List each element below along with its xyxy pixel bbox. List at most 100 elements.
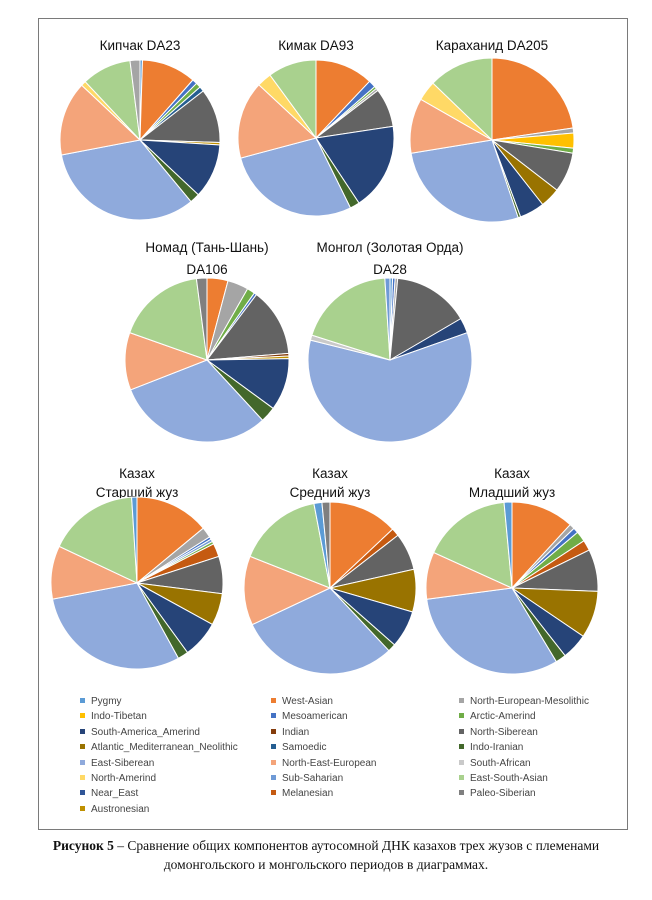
legend-item: Indo-Tibetan xyxy=(80,711,147,723)
caption-label: Рисунок 5 xyxy=(52,838,114,853)
legend-swatch xyxy=(271,728,276,734)
legend-swatch xyxy=(80,744,85,750)
pie-title: Казах xyxy=(119,466,155,481)
pie-slice xyxy=(410,139,519,223)
legend-item: Samoedic xyxy=(271,742,326,754)
pie-slice xyxy=(129,59,141,141)
legend-label: Indo-Tibetan xyxy=(91,711,147,723)
pie-charts-figure: Кипчак DA23 Кимак DA93 Караханид DA205 Нома… xyxy=(50,38,599,675)
pie-slice xyxy=(307,332,473,443)
legend-item: North-Amerind xyxy=(80,773,156,785)
legend-swatch xyxy=(271,759,276,765)
legend-swatch xyxy=(459,759,464,765)
pie-senior: Казах Старший жуз xyxy=(50,466,224,670)
legend-item: North-European-Mesolithic xyxy=(459,696,589,708)
pie-slice xyxy=(311,277,391,361)
legend-item: Sub-Saharian xyxy=(271,773,343,785)
legend-swatch xyxy=(80,775,85,780)
legend-swatch xyxy=(271,698,276,703)
figure-frame xyxy=(38,18,628,830)
pie-title: DA106 xyxy=(186,262,227,277)
pie-middle: Казах Средний жуз xyxy=(243,466,417,675)
pie-slice xyxy=(240,137,352,217)
pie-slice xyxy=(432,57,493,142)
legend-item: Atlantic_Mediterranean_Neolithic xyxy=(80,742,238,754)
pie-slice xyxy=(389,277,462,361)
legend-swatch xyxy=(459,698,464,703)
legend-item: Pygmy xyxy=(80,696,122,708)
pie-slice xyxy=(243,555,332,626)
pie-slice xyxy=(205,293,290,361)
legend-item: Austronesian xyxy=(80,804,149,816)
legend-item: Arctic-Amerind xyxy=(459,711,536,723)
legend-swatch xyxy=(271,713,276,719)
pie-title: Номад (Тань-Шань) xyxy=(145,240,268,255)
legend-label: Mesoamerican xyxy=(282,711,348,723)
pie-junior: Казах Младший жуз xyxy=(425,466,599,675)
legend-label: Indian xyxy=(282,726,310,738)
pie-slice xyxy=(237,84,318,159)
pie-title: Караханид DA205 xyxy=(436,38,548,53)
pie-title: Средний жуз xyxy=(290,485,371,500)
legend-swatch xyxy=(271,744,276,750)
pie-title: Монгол (Золотая Орда) xyxy=(316,240,463,255)
legend-label: East-South-Asian xyxy=(470,773,548,784)
pie-title: Казах xyxy=(312,466,348,481)
pie-slice xyxy=(426,587,558,675)
legend-label: Atlantic_Mediterranean_Neolithic xyxy=(91,742,238,754)
pie-slice xyxy=(249,502,331,589)
pie-title: DA28 xyxy=(373,262,407,277)
pie-slice xyxy=(491,57,574,141)
pie-slice xyxy=(433,501,513,589)
pie-slice xyxy=(269,59,317,140)
pie-kipchak: Кипчак DA23 xyxy=(59,38,221,221)
legend-label: North-East-European xyxy=(282,757,377,769)
legend-swatch xyxy=(459,790,464,796)
pie-slice xyxy=(129,359,264,443)
pie-slice xyxy=(251,587,390,675)
pie-title: Старший жуз xyxy=(96,485,179,500)
pie-slice xyxy=(129,278,208,361)
legend-swatch xyxy=(80,713,85,719)
pie-slice xyxy=(315,125,395,204)
figure-caption: Рисунок 5 – Сравнение общих компонентов … xyxy=(20,836,632,874)
legend-label: South-America_Amerind xyxy=(91,726,200,738)
legend-label: Indo-Iranian xyxy=(470,742,524,754)
legend-label: Pygmy xyxy=(91,696,122,707)
legend-item: East-South-Asian xyxy=(459,773,548,785)
pie-slice xyxy=(60,139,192,221)
legend-label: South-African xyxy=(470,757,531,769)
legend-swatch xyxy=(80,759,85,765)
pie-slice xyxy=(131,496,138,584)
pie-slice xyxy=(58,496,138,584)
pie-title: Казах xyxy=(494,466,530,481)
legend-label: North-Amerind xyxy=(91,773,157,784)
legend-item: East-Siberean xyxy=(80,758,154,770)
pie-slice xyxy=(321,501,331,589)
legend-label: Paleo-Siberian xyxy=(470,788,536,800)
legend-swatch xyxy=(271,790,276,796)
legend-item: Near_East xyxy=(80,788,138,800)
pie-title: Кимак DA93 xyxy=(278,38,354,53)
legend-swatch xyxy=(80,728,85,734)
pie-slice xyxy=(59,84,142,156)
legend-label: North-European-Mesolithic xyxy=(470,696,589,707)
legend-item: West-Asian xyxy=(271,696,333,708)
pie-slice xyxy=(51,582,180,670)
legend-item: South-African xyxy=(459,758,531,770)
pie-slice xyxy=(384,277,391,361)
legend-label: Austronesian xyxy=(91,803,150,815)
pie-title: Младший жуз xyxy=(469,485,555,500)
pie-mongol: Монгол (Золотая Орда) DA28 xyxy=(307,240,473,443)
pie-slice xyxy=(329,501,394,590)
legend-label: Near_East xyxy=(91,788,139,800)
legend-label: Samoedic xyxy=(282,742,327,754)
legend-swatch xyxy=(459,744,464,750)
legend-item: South-America_Amerind xyxy=(80,727,200,739)
legend-item: Indo-Iranian xyxy=(459,742,523,754)
legend-swatch xyxy=(271,775,276,780)
pie-slice xyxy=(511,501,571,590)
pie-slice xyxy=(315,59,371,140)
legend-label: West-Asian xyxy=(282,696,333,707)
legend-item: Mesoamerican xyxy=(271,711,348,723)
